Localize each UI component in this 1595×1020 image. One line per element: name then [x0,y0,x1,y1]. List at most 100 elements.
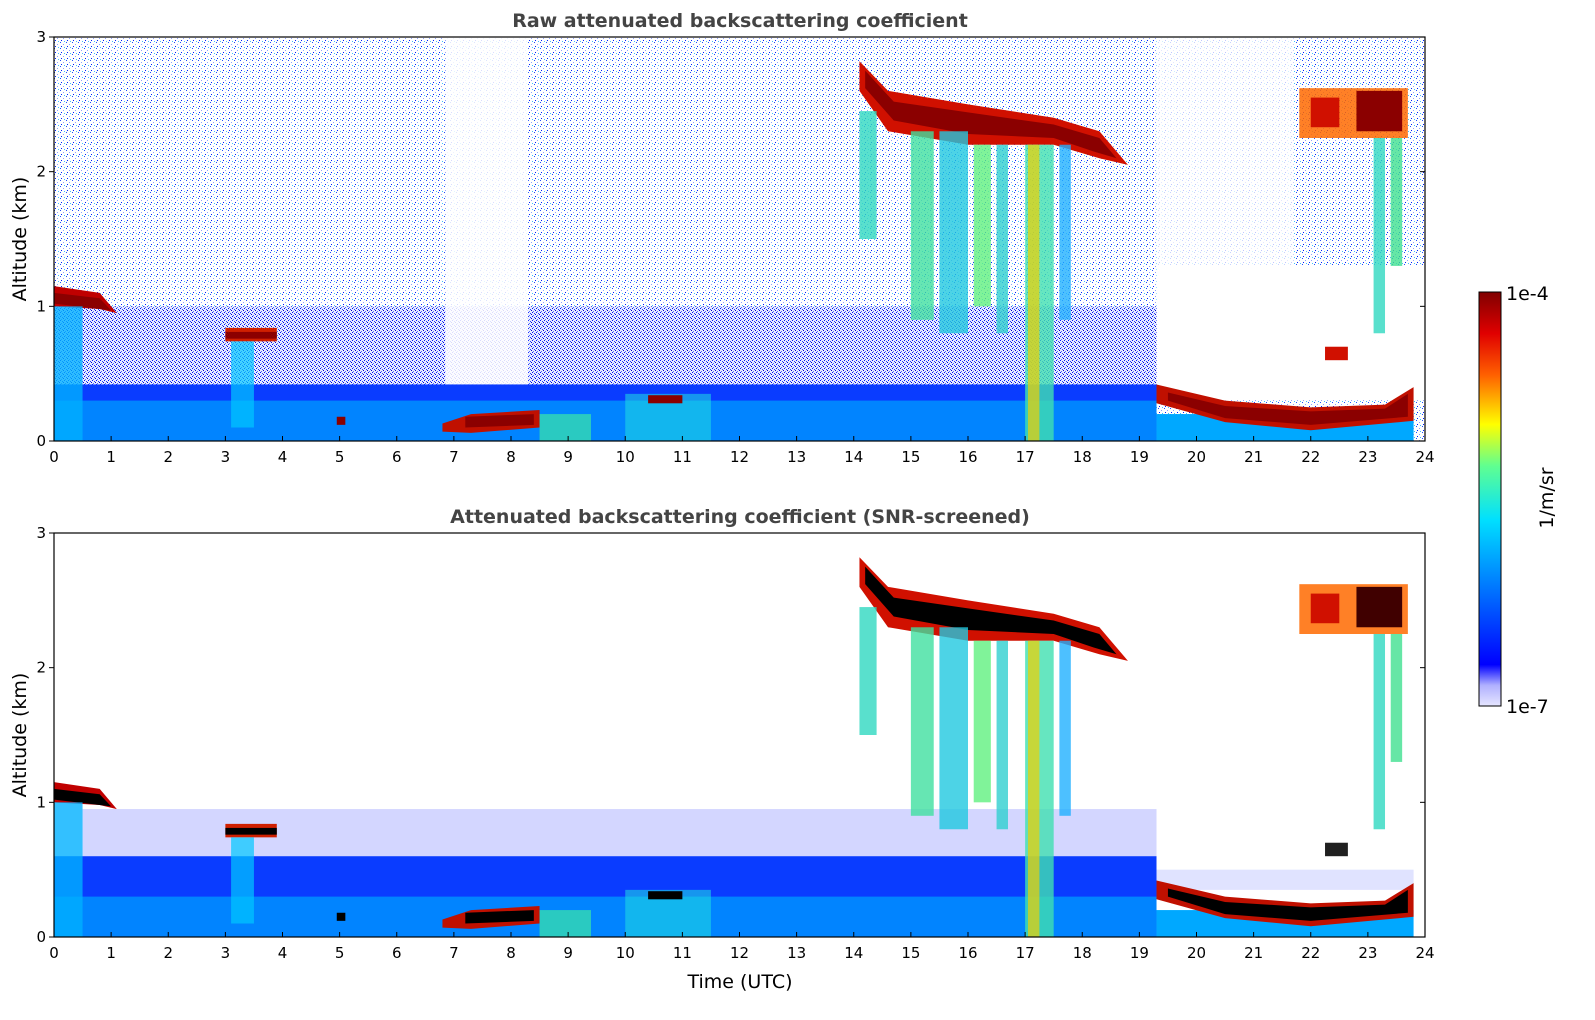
cloud-fog-core [465,910,534,924]
x-tick-label: 0 [49,448,59,466]
colorbar-gradient [1478,291,1502,707]
x-tick-label: 18 [1073,448,1092,466]
x-tick-label: 4 [278,448,288,466]
x-tick-label: 5 [335,944,345,962]
fall-streak [910,131,934,320]
x-tick-label: 15 [901,944,920,962]
precip-streak [54,306,83,441]
raw-y-axis-label: Altitude (km) [9,177,31,302]
x-tick-label: 10 [616,448,635,466]
cloud-small-core [225,331,277,339]
cloud-low-late-core [1167,392,1408,425]
x-tick-label: 16 [958,448,977,466]
raw-backscatter-panel: Raw attenuated backscattering coefficien… [9,10,1435,466]
x-tick-label: 7 [449,448,459,466]
cloud-high-late-core [1356,90,1403,132]
precip-streak [231,341,254,428]
fall-streak [996,144,1008,334]
x-tick-label: 6 [392,944,402,962]
x-tick-label: 1 [106,448,116,466]
x-tick-label: 11 [673,448,692,466]
y-tick-label: 1 [36,793,46,811]
x-tick-label: 16 [958,944,977,962]
x-tick-label: 7 [449,944,459,962]
cloud-speck [648,891,683,900]
colorbar-max-label: 1e-4 [1506,283,1549,305]
x-tick-label: 5 [335,448,345,466]
cloud-low-early-core [54,788,112,807]
raw-y-ticks: 0 1 2 3 [36,28,1425,450]
cloud-speck [1325,346,1348,361]
screened-y-axis-label: Altitude (km) [9,673,31,798]
screened-x-ticks: 0 1 2 3 4 5 6 7 8 9 10 11 12 13 14 15 16 17 18 19 20 21 22 23 24 [49,932,1435,962]
fall-streak-core [1027,144,1040,441]
fall-streak [910,627,934,816]
x-tick-label: 24 [1415,448,1434,466]
x-tick-label: 20 [1187,448,1206,466]
cloud-high-late-core [1310,97,1340,128]
fall-streak [1059,640,1071,816]
precip-streak [54,802,83,937]
cloud-speck [336,912,346,921]
cloud-speck [1325,842,1348,857]
x-tick-label: 21 [1244,944,1263,962]
heatmap-layer [54,37,1425,441]
x-axis-label: Time (UTC) [686,971,792,993]
fall-streak [1373,138,1386,334]
colorbar: 1e-4 1e-7 1/m/sr [1478,283,1558,718]
x-tick-label: 17 [1016,944,1035,962]
x-tick-label: 6 [392,448,402,466]
x-tick-label: 20 [1187,944,1206,962]
clear-gap [1156,37,1294,266]
x-tick-label: 23 [1358,944,1377,962]
cloud-speck [336,416,346,425]
cirrus-sloping-core [865,566,1117,655]
fall-streak [859,111,877,239]
screened-heatmap-area [54,533,1425,937]
cloud-speck [648,395,683,404]
fall-streak-core [1027,640,1040,937]
x-tick-label: 21 [1244,448,1263,466]
x-tick-label: 9 [563,944,573,962]
x-tick-label: 22 [1301,448,1320,466]
fall-streak [1373,634,1386,830]
x-tick-label: 14 [844,448,863,466]
cloud-high-late-core [1356,586,1403,628]
fall-streak [1390,138,1403,266]
precip-streak [231,837,254,924]
x-tick-label: 9 [563,448,573,466]
x-tick-label: 1 [106,944,116,962]
fall-streak [1059,144,1071,320]
y-tick-label: 0 [36,432,46,450]
colorbar-min-label: 1e-7 [1506,696,1549,718]
x-tick-label: 13 [787,944,806,962]
clear-gap [445,37,529,394]
x-tick-label: 0 [49,944,59,962]
screened-backscatter-panel: Attenuated backscattering coefficient (S… [9,506,1435,993]
x-tick-label: 2 [163,944,173,962]
fall-streak [996,640,1008,830]
x-tick-label: 3 [221,448,231,466]
fall-streak [1390,634,1403,762]
x-tick-label: 8 [506,448,516,466]
fall-streak [973,144,991,307]
x-tick-label: 2 [163,448,173,466]
cirrus-sloping-core [865,70,1117,159]
y-tick-label: 3 [36,524,46,542]
x-tick-label: 15 [901,448,920,466]
cloud-fog-core [465,414,534,428]
screened-y-ticks: 0 1 2 3 [36,524,1425,946]
fall-streak [859,607,877,735]
noise-band [54,306,1157,388]
x-tick-label: 18 [1073,944,1092,962]
precip-streak [539,910,591,937]
panel-title-screened: Attenuated backscattering coefficient (S… [450,506,1030,528]
y-tick-label: 3 [36,28,46,46]
x-tick-label: 19 [1130,448,1149,466]
boundary-layer-core [54,896,1157,937]
x-tick-label: 22 [1301,944,1320,962]
y-tick-label: 1 [36,297,46,315]
heatmap-layer [54,533,1425,937]
aerosol-haze [1156,869,1414,890]
